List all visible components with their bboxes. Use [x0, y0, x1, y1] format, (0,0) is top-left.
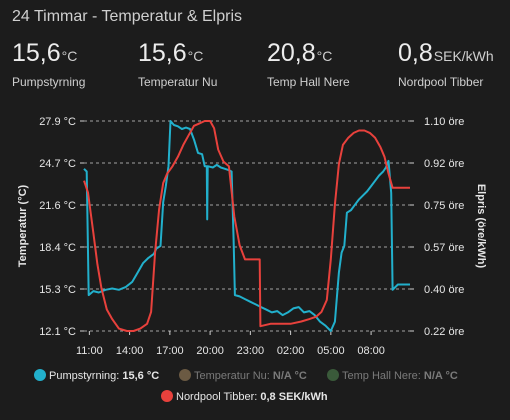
stat-unit: °C: [316, 48, 333, 64]
x-tick-label: 23:00: [237, 345, 265, 357]
chart-legend: Pumpstyrning: 15,6 °C Temperatur Nu: N/A …: [34, 369, 458, 403]
y-right-tick-label: 0.75 öre: [424, 200, 464, 212]
x-tick-label: 02:00: [277, 345, 305, 357]
y-axis-right: 1.10 öre 0.92 öre 0.75 öre 0.57 öre 0.40 öre…: [410, 116, 487, 338]
legend-label: Temp Hall Nere: N/A °C: [342, 370, 458, 382]
stat-temperatur-nu[interactable]: 15,6°C Temperatur Nu: [138, 38, 217, 89]
stat-name: Pumpstyrning: [12, 75, 86, 89]
legend-label: Pumpstyrning: 15,6 °C: [49, 370, 159, 382]
legend-swatch: [179, 369, 191, 381]
y-left-tick-label: 21.6 °C: [39, 200, 76, 212]
series-line-pumpstyrning: [83, 120, 410, 332]
stat-unit: °C: [187, 48, 204, 64]
x-tick-label: 14:00: [116, 345, 144, 357]
stat-temp-hall-nere[interactable]: 20,8°C Temp Hall Nere: [267, 38, 350, 89]
legend-swatch: [161, 390, 173, 402]
y-left-tick-label: 24.7 °C: [39, 158, 76, 170]
stat-unit: SEK/kWh: [433, 48, 494, 64]
y-right-tick-label: 0.57 öre: [424, 242, 464, 254]
chart-grid: [84, 120, 410, 332]
stat-name: Nordpool Tibber: [398, 75, 484, 89]
legend-item[interactable]: Temp Hall Nere: N/A °C: [327, 369, 458, 382]
x-axis: 11:00 14:00 17:00 20:00 23:00 02:00 05:00 08:00: [76, 331, 385, 357]
stat-value: 20,8: [267, 39, 316, 67]
y-right-tick-label: 0.40 öre: [424, 284, 464, 296]
x-tick-label: 11:00: [76, 345, 103, 357]
legend-label: Temperatur Nu: N/A °C: [194, 370, 307, 382]
legend-swatch: [34, 369, 46, 381]
legend-item[interactable]: Nordpool Tibber: 0,8 SEK/kWh: [161, 390, 328, 403]
stat-unit: °C: [61, 48, 78, 64]
y-axis-left: 27.9 °C 24.7 °C 21.6 °C 18.4 °C 15.3 °C 12.1 …: [17, 116, 84, 338]
y-right-tick-label: 1.10 öre: [424, 116, 464, 128]
series-line-nordpool-tibber: [83, 120, 410, 332]
y-right-tick-label: 0.22 öre: [424, 326, 464, 338]
stat-value: 0,8: [398, 39, 433, 67]
x-tick-label: 20:00: [196, 345, 224, 357]
chart-lines: [83, 120, 410, 332]
card-title: 24 Timmar - Temperatur & Elpris: [12, 8, 242, 25]
stat-name: Temperatur Nu: [138, 75, 218, 89]
x-tick-label: 17:00: [156, 345, 184, 357]
y-right-tick-label: 0.92 öre: [424, 158, 464, 170]
y-left-tick-label: 15.3 °C: [39, 284, 76, 296]
stat-nordpool-tibber[interactable]: 0,8SEK/kWh Nordpool Tibber: [398, 38, 494, 89]
y-left-tick-label: 18.4 °C: [39, 242, 76, 254]
y-left-axis-title: Temperatur (°C): [17, 184, 29, 267]
stat-pumpstyrning[interactable]: 15,6°C Pumpstyrning: [12, 38, 85, 89]
y-left-tick-label: 27.9 °C: [39, 116, 76, 128]
legend-label: Nordpool Tibber: 0,8 SEK/kWh: [176, 391, 328, 403]
legend-item[interactable]: Temperatur Nu: N/A °C: [179, 369, 307, 382]
legend-item[interactable]: Pumpstyrning: 15,6 °C: [34, 369, 159, 382]
stat-name: Temp Hall Nere: [267, 75, 350, 89]
stat-value: 15,6: [138, 39, 187, 67]
legend-swatch: [327, 369, 339, 381]
y-left-tick-label: 12.1 °C: [39, 326, 76, 338]
y-right-axis-title: Elpris (öre/kWh): [475, 184, 487, 269]
stat-value: 15,6: [12, 39, 61, 67]
x-tick-label: 05:00: [317, 345, 345, 357]
x-tick-label: 08:00: [357, 345, 385, 357]
